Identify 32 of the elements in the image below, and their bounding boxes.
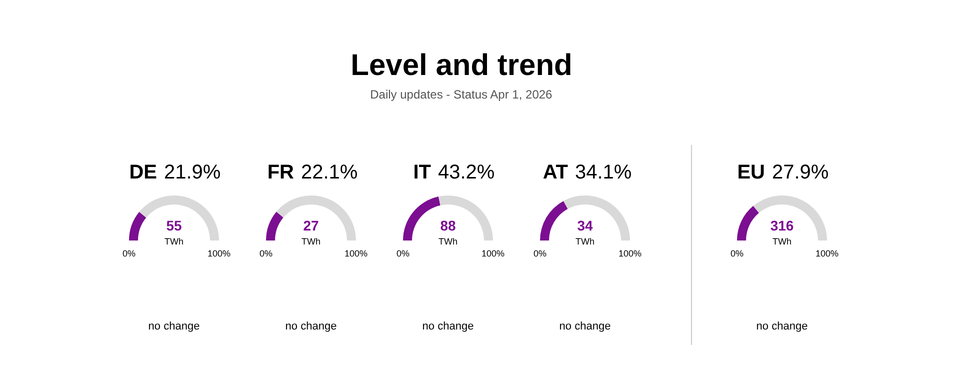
text: 316 (770, 218, 794, 234)
text: TWh (438, 236, 458, 246)
text: no change (422, 320, 474, 332)
text: no change (285, 320, 337, 332)
text: TWh (164, 236, 184, 246)
text: 0% (122, 248, 136, 258)
text: no change (559, 320, 611, 332)
text: TWh (302, 236, 320, 246)
text: 100% (481, 248, 505, 258)
text: 100% (618, 248, 642, 258)
text: no change (756, 320, 808, 332)
text: 0% (533, 248, 547, 258)
chart-title: DE 21.9% (129, 162, 221, 184)
text: 100% (207, 248, 231, 258)
text: TWh (576, 236, 594, 246)
text: TWh (772, 236, 792, 246)
text: 0% (396, 248, 410, 258)
text: 0% (730, 248, 744, 258)
text: no change (148, 320, 200, 332)
text: 100% (815, 248, 839, 258)
text: 100% (344, 248, 368, 258)
text: 27 (303, 218, 319, 234)
text: 88 (440, 218, 456, 234)
text: 55 (166, 218, 182, 234)
chart-title: EU 27.9% (737, 162, 829, 184)
chart-title: FR 22.1% (267, 162, 358, 184)
chart-title: AT 34.1% (542, 162, 632, 184)
text: 0% (259, 248, 273, 258)
text: Daily updates - Status Apr 1, 2026 (370, 88, 553, 102)
chart-title: IT 43.2% (413, 162, 495, 184)
text: 34 (577, 218, 593, 234)
text: Level and trend (350, 49, 572, 82)
